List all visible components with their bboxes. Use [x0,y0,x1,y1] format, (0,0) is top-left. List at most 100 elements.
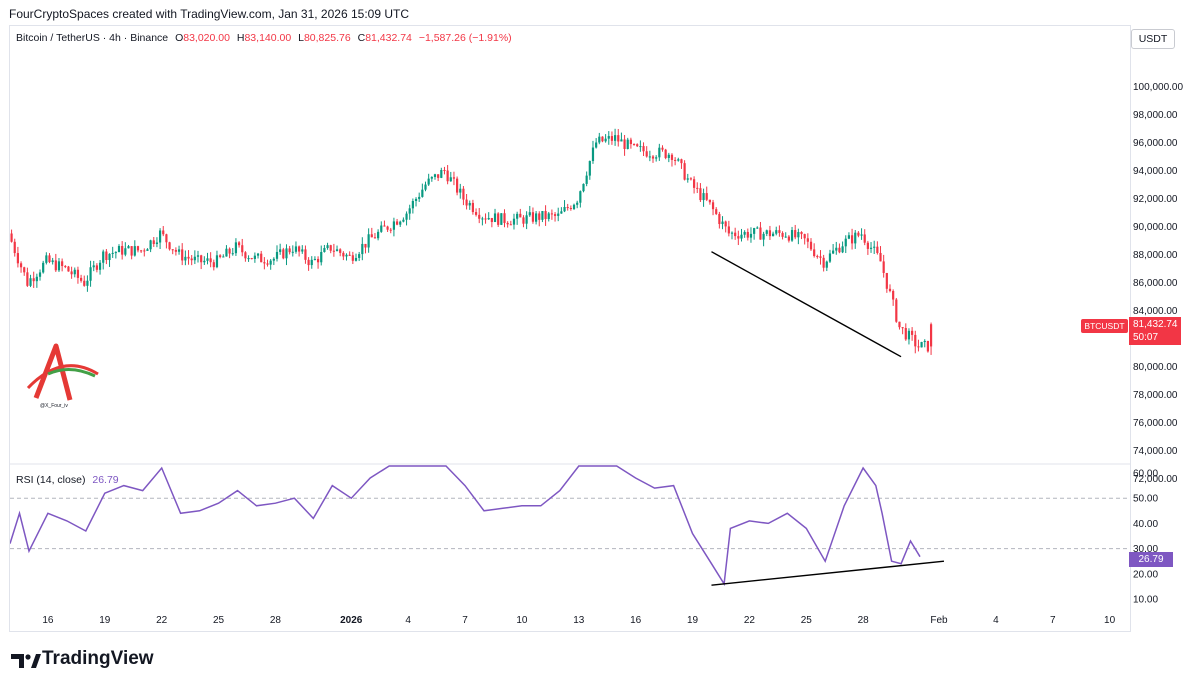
candle-body [196,255,200,257]
candle-body [310,259,313,266]
candle-body [759,227,762,240]
candle-body [604,138,607,142]
candle-body [775,230,778,234]
candle-body [610,136,614,141]
candle-body [550,213,554,215]
candle-body [48,255,51,263]
candle-body [193,256,196,261]
candle-body [863,234,866,243]
candle-body [269,260,272,265]
candle-body [857,232,860,236]
candle-body [67,266,70,272]
candle-body [332,250,335,252]
time-tick-label: 7 [1050,615,1056,626]
candle-body [298,246,301,252]
candle-body [547,213,550,220]
candle-body [162,230,165,235]
candle-body [102,251,105,263]
candle-body [591,147,595,162]
candle-body [459,188,462,193]
currency-button[interactable]: USDT [1131,29,1175,49]
candle-body [718,213,721,225]
candle-body [54,260,57,271]
candle-body [879,252,882,262]
candle-body [531,212,535,222]
candle-body [892,290,895,300]
change-value: −1,587.26 (−1.91%) [418,32,512,44]
time-tick-label: Feb [930,615,948,626]
candle-body [901,327,904,329]
rsi-series-line [9,465,921,587]
watermark-logo-icon: @X_Four_iv [26,343,99,409]
candle-body [92,265,95,268]
candle-body [177,249,181,252]
candle-body [664,149,667,158]
candle-body [926,340,930,352]
candle-body [904,328,907,340]
candle-body [882,261,885,273]
candle-body [541,211,544,220]
candle-body [13,241,16,254]
candle-body [168,242,171,250]
candle-body [585,175,588,184]
candle-body [383,225,386,227]
candle-body [692,179,696,188]
candle-body [702,193,705,201]
rsi-tick-label: 20.00 [1133,569,1158,580]
candle-body [914,334,917,347]
candle-body [595,142,598,148]
candle-body [367,234,370,248]
candle-body [408,208,411,214]
candle-body [225,248,228,257]
candle-body [316,258,320,263]
candle-body [190,258,193,261]
candle-body [670,154,674,160]
candle-body [506,222,509,225]
candle-body [582,183,585,192]
candle-body [402,219,405,222]
candle-body [285,248,288,259]
time-tick-label: 19 [687,615,699,626]
candle-body [860,234,863,236]
price-tick-label: 98,000.00 [1133,110,1178,121]
candle-body [809,241,813,250]
candle-body [146,249,149,251]
candle-body [38,272,42,277]
candle-body [282,249,285,259]
candle-body [392,221,396,230]
candle-body [174,249,177,252]
price-tick-label: 96,000.00 [1133,138,1178,149]
candle-body [493,213,497,223]
open-label: O [175,32,184,44]
rsi-tick-label: 60.00 [1133,469,1158,480]
candle-body [86,280,89,286]
candle-body [519,213,522,218]
candle-body [79,277,83,281]
candle-body [136,246,140,251]
candle-body [645,151,648,157]
candle-body [64,266,67,268]
candle-body [481,218,484,220]
candle-body [140,250,143,252]
candle-body [911,330,914,335]
candle-body [29,278,32,286]
candle-body [373,237,377,239]
candle-body [525,215,528,224]
time-tick-label: 10 [1104,615,1116,626]
candle-body [503,213,506,223]
time-tick-label: 22 [156,615,168,626]
candle-body [885,272,888,289]
candle-body [335,249,339,252]
candle-body [756,227,759,229]
candle-body [51,260,54,263]
candle-body [797,232,800,238]
time-tick-label: 13 [573,615,585,626]
candle-body [418,196,421,199]
candle-body [497,213,500,225]
candle-body [209,258,212,263]
candle-body [819,256,822,258]
candle-body [613,135,617,141]
candle-body [342,252,345,257]
candle-body [648,156,651,158]
